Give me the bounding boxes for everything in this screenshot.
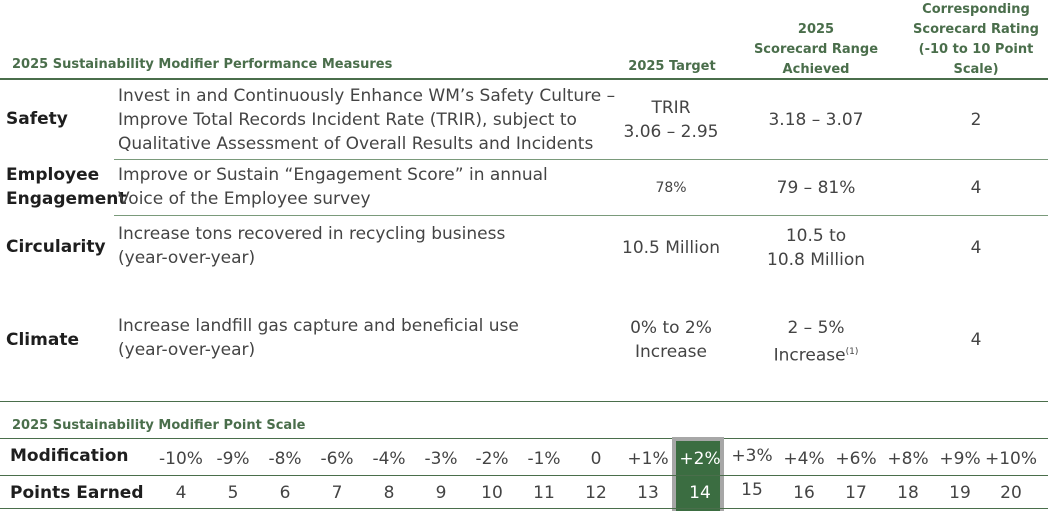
row-rating-employee-engagement: 4 [970, 178, 982, 198]
points-cell: 16 [793, 483, 815, 503]
row-rule [114, 215, 1048, 216]
scale-rule-top [0, 438, 1048, 439]
desc-line: Increase tons recovered in recycling bus… [118, 224, 506, 244]
rating-header-line-3: (-10 to 10 Point [918, 42, 1034, 57]
row-label-safety: Safety [6, 109, 68, 129]
row-range-climate: 2 – 5% Increase(1) [740, 316, 892, 368]
row-range-circularity: 10.5 to 10.8 Million [740, 224, 892, 272]
section-rule [0, 401, 1048, 402]
row-desc-employee-engagement: Improve or Sustain “Engagement Score” in… [118, 163, 548, 211]
row-target-safety: TRIR 3.06 – 2.95 [612, 96, 730, 144]
points-cell: 20 [1000, 483, 1022, 503]
points-cell: 8 [383, 483, 395, 503]
modification-cell: +3% [731, 446, 773, 466]
range-line: 10.5 to [785, 226, 847, 246]
points-cell: 15 [741, 480, 763, 500]
desc-line: Invest in and Continuously Enhance WM’s … [118, 86, 616, 106]
points-cell: 18 [897, 483, 919, 503]
range-text: Increase [773, 345, 846, 366]
header-rule [0, 78, 1048, 80]
rating-header-line-2: Scorecard Rating [913, 22, 1039, 37]
modification-cell: -2% [475, 449, 509, 469]
desc-line: (year-over-year) [118, 340, 256, 360]
points-cell: 13 [637, 483, 659, 503]
row-range-safety: 3.18 – 3.07 [768, 110, 864, 130]
modification-cell: -9% [216, 449, 250, 469]
scale-rule-mid [0, 475, 1048, 476]
desc-line: Voice of the Employee survey [118, 189, 371, 209]
target-line: 3.06 – 2.95 [623, 122, 719, 142]
row-label-climate: Climate [6, 330, 79, 350]
desc-line: Qualitative Assessment of Overall Result… [118, 134, 594, 154]
modification-cell: 0 [590, 449, 602, 469]
row-label-circularity: Circularity [6, 237, 106, 257]
modification-label: Modification [10, 446, 129, 466]
target-line: 0% to 2% [630, 318, 712, 338]
footnote-marker: (1) [845, 347, 859, 357]
row-target-employee-engagement: 78% [655, 180, 687, 196]
target-line: Increase [635, 342, 707, 362]
points-cell: 11 [533, 483, 555, 503]
row-rule [114, 159, 1048, 160]
scale-title: 2025 Sustainability Modifier Point Scale [12, 418, 306, 433]
range-line: 10.8 Million [767, 250, 865, 270]
modification-cell: -4% [372, 449, 406, 469]
modification-cell: -6% [320, 449, 354, 469]
row-rating-safety: 2 [970, 110, 982, 130]
row-target-climate: 0% to 2% Increase [612, 316, 730, 364]
points-cell: 7 [331, 483, 343, 503]
label-line: Employee [6, 165, 100, 185]
points-cell: 9 [435, 483, 447, 503]
modification-cell: +9% [939, 449, 981, 469]
range-header-line-3: Achieved [782, 62, 850, 77]
modification-cell: +2% [679, 449, 721, 469]
rating-header-line-4: Scale) [953, 62, 999, 77]
points-label: Points Earned [10, 483, 144, 503]
row-desc-circularity: Increase tons recovered in recycling bus… [118, 222, 505, 270]
points-cell: 6 [279, 483, 291, 503]
range-line-with-footnote: Increase(1) [740, 340, 892, 368]
points-cell: 5 [227, 483, 239, 503]
target-header: 2025 Target [628, 59, 716, 74]
scale-rule-bottom [0, 508, 1048, 509]
modification-cell: -3% [424, 449, 458, 469]
target-line: TRIR [651, 98, 691, 118]
range-line: 2 – 5% [787, 318, 845, 338]
points-cell: 10 [481, 483, 503, 503]
range-header-line-2: Scorecard Range [753, 42, 879, 57]
points-cell: 12 [585, 483, 607, 503]
row-desc-safety: Invest in and Continuously Enhance WM’s … [118, 84, 615, 156]
row-label-employee-engagement: Employee Engagement [6, 163, 127, 211]
desc-line: Increase landfill gas capture and benefi… [118, 316, 519, 336]
points-cell: 4 [175, 483, 187, 503]
modification-cell: -1% [527, 449, 561, 469]
highlight-fill [676, 441, 720, 511]
points-cell: 19 [949, 483, 971, 503]
row-desc-climate: Increase landfill gas capture and benefi… [118, 314, 519, 362]
rating-header-line-1: Corresponding [922, 2, 1030, 17]
range-header-line-1: 2025 [797, 22, 835, 37]
row-rating-climate: 4 [970, 330, 982, 350]
modification-cell: +6% [835, 449, 877, 469]
label-line: Engagement [6, 189, 127, 209]
row-range-employee-engagement: 79 – 81% [776, 178, 856, 198]
points-cell: 17 [845, 483, 867, 503]
desc-line: (year-over-year) [118, 248, 256, 268]
modification-cell: +1% [627, 449, 669, 469]
rating-header: Corresponding Scorecard Rating (-10 to 1… [904, 0, 1048, 80]
points-cell: 14 [689, 483, 711, 503]
range-header: 2025 Scorecard Range Achieved [740, 20, 892, 80]
row-rating-circularity: 4 [970, 238, 982, 258]
modification-cell: -10% [159, 449, 203, 469]
measures-header: 2025 Sustainability Modifier Performance… [12, 57, 393, 72]
row-target-circularity: 10.5 Million [622, 238, 720, 258]
desc-line: Improve or Sustain “Engagement Score” in… [118, 165, 548, 185]
modification-cell: +10% [985, 449, 1038, 469]
desc-line: Improve Total Records Incident Rate (TRI… [118, 110, 577, 130]
modification-cell: +8% [887, 449, 929, 469]
modification-cell: +4% [783, 449, 825, 469]
modification-cell: -8% [268, 449, 302, 469]
